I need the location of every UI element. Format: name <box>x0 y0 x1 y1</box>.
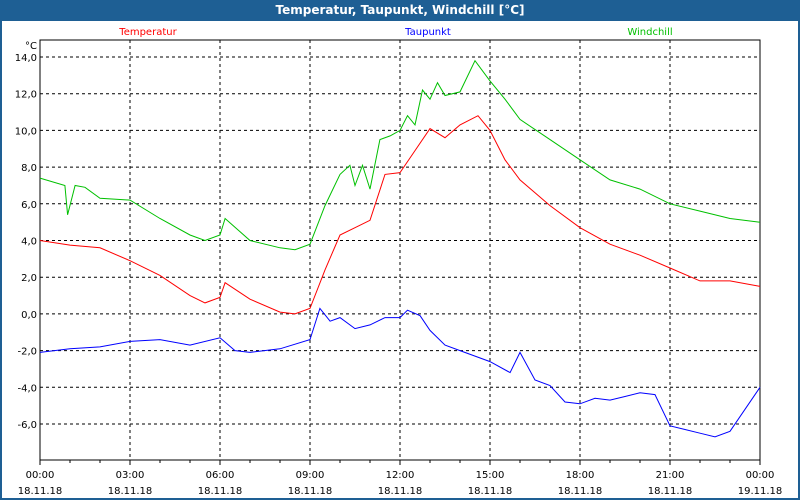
x-tick-label-time: 12:00 <box>386 470 415 481</box>
x-tick-label-date: 18.11.18 <box>108 486 153 497</box>
y-tick-label: 2,0 <box>21 273 37 284</box>
y-axis-unit: °C <box>25 41 37 52</box>
y-tick-label: -2,0 <box>17 347 37 358</box>
y-tick-label: 6,0 <box>21 200 37 211</box>
chart-title: Temperatur, Taupunkt, Windchill [°C] <box>275 3 525 17</box>
y-tick-label: 0,0 <box>21 310 37 321</box>
y-tick-label: 12,0 <box>15 90 37 101</box>
x-tick-label-date: 18.11.18 <box>648 486 693 497</box>
x-tick-label-time: 21:00 <box>656 470 685 481</box>
x-tick-label-time: 15:00 <box>476 470 505 481</box>
x-tick-label-date: 18.11.18 <box>288 486 333 497</box>
x-tick-label-time: 00:00 <box>746 470 775 481</box>
series-line-taupunkt <box>39 307 761 438</box>
legend-windchill: Windchill <box>627 27 672 38</box>
y-tick-label: -4,0 <box>17 383 37 394</box>
y-tick-label: 4,0 <box>21 237 37 248</box>
x-tick-label-date: 18.11.18 <box>468 486 513 497</box>
x-tick-label-time: 03:00 <box>116 470 145 481</box>
x-tick-label-time: 06:00 <box>206 470 235 481</box>
y-tick-label: 10,0 <box>15 126 37 137</box>
x-tick-label-date: 18.11.18 <box>18 486 63 497</box>
legend-temperatur: Temperatur <box>118 27 177 38</box>
x-tick-label-time: 18:00 <box>566 470 595 481</box>
series-line-windchill <box>39 59 761 251</box>
x-tick-label-date: 18.11.18 <box>198 486 243 497</box>
series-line-temperatur <box>39 115 761 315</box>
y-tick-label: 8,0 <box>21 163 37 174</box>
x-tick-label-date: 19.11.18 <box>738 486 783 497</box>
y-tick-label: -6,0 <box>17 420 37 431</box>
y-tick-label: 14,0 <box>15 53 37 64</box>
x-tick-label-date: 18.11.18 <box>558 486 603 497</box>
x-tick-label-time: 09:00 <box>296 470 325 481</box>
x-tick-label-time: 00:00 <box>26 470 55 481</box>
legend-taupunkt: Taupunkt <box>404 27 451 38</box>
x-tick-label-date: 18.11.18 <box>378 486 423 497</box>
